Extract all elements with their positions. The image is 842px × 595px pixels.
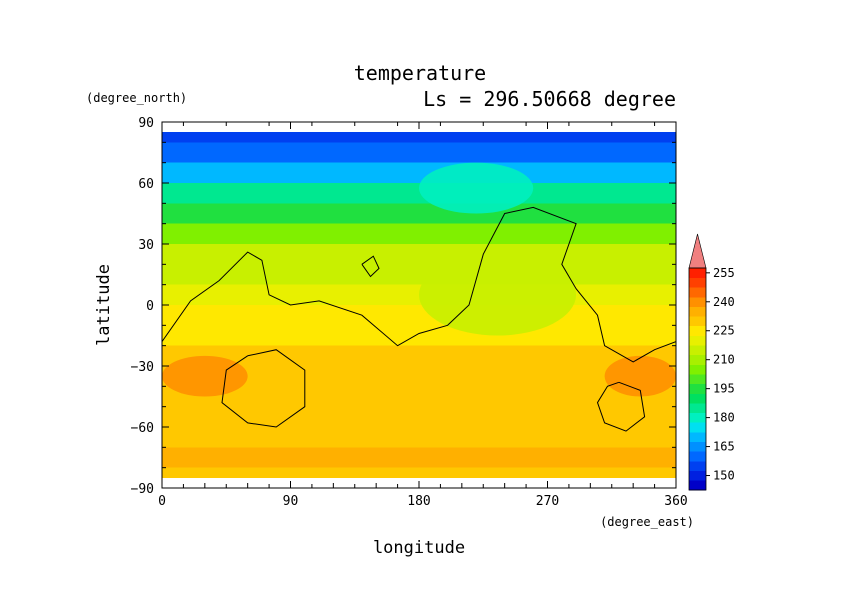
x-axis-label: longitude <box>373 538 465 558</box>
hellas-basin-outline <box>221 349 306 428</box>
colorbar-label: 210 <box>713 353 735 367</box>
argyre-basin-outline <box>596 381 646 432</box>
x-tick-label: 90 <box>283 494 299 509</box>
field-band <box>162 183 676 204</box>
chart-subtitle: Ls = 296.50668 degree <box>423 87 676 111</box>
topography-zero-line <box>162 206 676 363</box>
x-tick-label: 0 <box>158 494 166 509</box>
field-band <box>162 325 676 346</box>
colorbar-swatch <box>689 306 706 317</box>
colorbar-label: 240 <box>713 295 735 309</box>
x-tick-label: 270 <box>536 494 559 509</box>
field-band <box>162 162 676 183</box>
x-axis: 0 90 180 270 360 <box>158 122 688 509</box>
y-tick-label: 90 <box>138 116 154 131</box>
colorbar-swatch <box>689 287 706 298</box>
y-axis: 90 60 30 0 −30 −60 −90 <box>131 116 676 497</box>
colorbar-swatch <box>689 268 706 278</box>
warm-basin <box>162 355 248 397</box>
colorbar-swatch <box>689 480 706 491</box>
colorbar-swatch <box>689 422 706 433</box>
colorbar: 150 165 180 195 210 225 240 255 <box>688 233 735 491</box>
colorbar-swatch <box>689 316 706 327</box>
colorbar-swatch <box>689 364 706 375</box>
y-tick-label: 0 <box>146 299 154 314</box>
field-band <box>162 223 676 244</box>
y-tick-label: 30 <box>138 238 154 253</box>
field-band <box>162 244 676 265</box>
colorbar-swatch <box>689 335 706 346</box>
colorbar-swatch <box>689 277 706 288</box>
y-tick-label: −60 <box>131 421 154 436</box>
colorbar-label: 150 <box>713 469 735 483</box>
field-band <box>162 264 676 285</box>
warm-basin <box>604 355 676 397</box>
field-band <box>162 447 676 468</box>
field-band <box>162 386 676 407</box>
colorbar-label: 255 <box>713 266 735 280</box>
colorbar-label: 165 <box>713 440 735 454</box>
field-band <box>162 345 676 366</box>
colorbar-frame <box>688 267 707 491</box>
colorbar-swatch <box>689 393 706 404</box>
field-band <box>162 132 676 143</box>
colorbar-swatch <box>689 412 706 423</box>
y-tick-label: 60 <box>138 177 154 192</box>
colorbar-swatch <box>689 354 706 365</box>
chart-title: temperature <box>354 61 486 85</box>
field-band <box>162 427 676 448</box>
colorbar-swatch <box>689 441 706 452</box>
colorbar-label: 195 <box>713 382 735 396</box>
field-band <box>162 406 676 427</box>
cold-highlands <box>419 254 577 336</box>
colorbar-label: 225 <box>713 324 735 338</box>
colorbar-swatch <box>689 461 706 471</box>
colorbar-extend-arrow <box>688 233 707 269</box>
small-island-contour <box>361 255 380 278</box>
colorbar-swatch <box>689 374 706 385</box>
contour-lines <box>162 206 676 432</box>
y-tick-label: −90 <box>131 482 154 497</box>
colorbar-swatch <box>689 470 706 481</box>
x-tick-label: 180 <box>407 494 430 509</box>
field-band <box>162 142 676 163</box>
field-band <box>162 366 676 387</box>
colorbar-swatch <box>689 432 706 443</box>
y-tick-label: −30 <box>131 360 154 375</box>
colorbar-label: 180 <box>713 411 735 425</box>
colorbar-swatch <box>689 451 706 462</box>
cold-plume <box>419 162 534 214</box>
field-band <box>162 203 676 224</box>
colorbar-swatch <box>689 345 706 356</box>
temperature-field <box>162 132 676 478</box>
y-unit-label: (degree_north) <box>86 91 187 105</box>
x-tick-label: 360 <box>664 494 687 509</box>
colorbar-swatch <box>689 403 706 414</box>
colorbar-swatch <box>689 296 706 307</box>
colorbar-swatch <box>689 383 706 394</box>
colorbar-swatch <box>689 325 706 336</box>
x-unit-label: (degree_east) <box>600 515 694 529</box>
y-axis-label: latitude <box>94 264 114 346</box>
field-band <box>162 467 676 478</box>
